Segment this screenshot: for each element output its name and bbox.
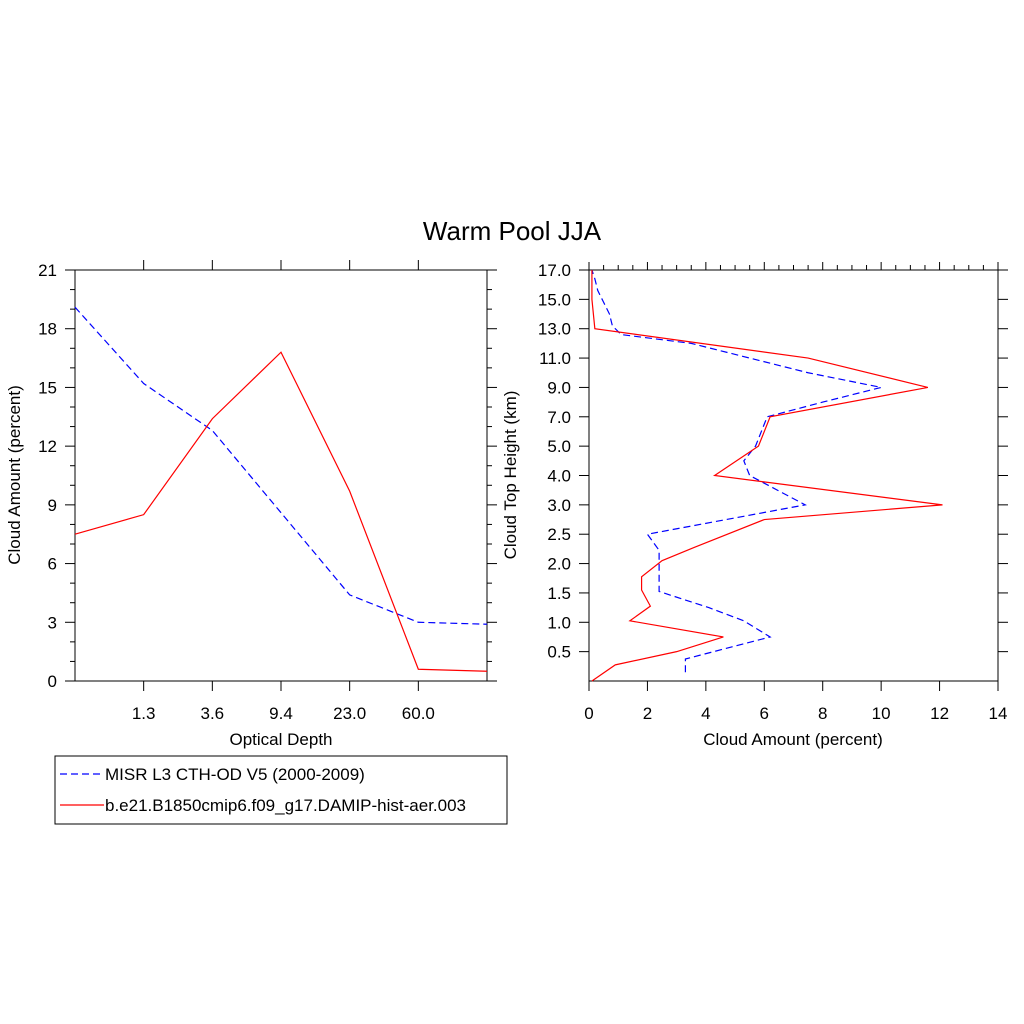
right-y-tick-label: 1.0	[547, 613, 571, 632]
right-y-tick-label: 2.0	[547, 555, 571, 574]
right-x-tick-label: 0	[584, 704, 593, 723]
right-series-model-line	[591, 270, 943, 682]
right-x-tick-label: 10	[872, 704, 891, 723]
right-y-tick-label: 9.0	[547, 378, 571, 397]
left-chart: 0 3 6 9 12 15 18 21 1.3 3.6 9.4 23.0 60.0 Optical De…	[5, 260, 497, 749]
left-x-tick-label: 23.0	[333, 704, 366, 723]
right-y-tick-label: 0.5	[547, 643, 571, 662]
legend: MISR L3 CTH-OD V5 (2000-2009) b.e21.B185…	[54, 755, 508, 825]
right-y-tick-label: 11.0	[539, 349, 571, 368]
left-x-tick-label: 60.0	[402, 704, 435, 723]
right-y-tick-label: 3.0	[547, 496, 571, 515]
right-y-tick-label: 7.0	[547, 408, 571, 427]
right-series-misr-line	[591, 269, 882, 673]
left-x-axis-label: Optical Depth	[230, 730, 333, 749]
left-y-tick-label: 15	[38, 378, 57, 397]
left-y-tick-label: 9	[48, 496, 57, 515]
left-y-tick-label: 21	[38, 261, 57, 280]
left-y-tick-label: 18	[38, 320, 57, 339]
left-y-axis-label: Cloud Amount (percent)	[5, 385, 24, 565]
right-x-tick-label: 12	[930, 704, 949, 723]
right-y-tick-label: 2.5	[547, 525, 571, 544]
right-x-tick-label: 4	[701, 704, 710, 723]
right-x-tick-label: 6	[760, 704, 769, 723]
left-y-tick-label: 3	[48, 613, 57, 632]
right-y-tick-label: 13.0	[538, 320, 571, 339]
left-plot-frame	[74, 269, 488, 682]
left-series-model-line	[74, 351, 488, 672]
right-y-tick-label: 17.0	[538, 261, 571, 280]
right-x-axis-label: Cloud Amount (percent)	[703, 730, 883, 749]
legend-box	[54, 755, 508, 825]
right-y-tick-label: 4.0	[547, 467, 571, 486]
left-series-misr-line	[74, 306, 488, 625]
right-y-tick-label: 5.0	[547, 437, 571, 456]
left-x-tick-label: 3.6	[201, 704, 225, 723]
right-y-tick-label: 1.5	[547, 584, 571, 603]
left-y-tick-label: 6	[48, 555, 57, 574]
right-y-axis-label: Cloud Top Height (km)	[501, 391, 520, 560]
right-x-tick-label: 2	[643, 704, 652, 723]
right-y-tick-label: 15.0	[538, 290, 571, 309]
figure-title: Warm Pool JJA	[423, 216, 602, 246]
left-y-tick-label: 0	[48, 672, 57, 691]
legend-label-misr: MISR L3 CTH-OD V5 (2000-2009)	[105, 765, 365, 784]
legend-label-model: b.e21.B1850cmip6.f09_g17.DAMIP-hist-aer.…	[105, 796, 466, 815]
left-x-tick-label: 1.3	[132, 704, 156, 723]
right-chart: 0 2 4 6 8 10 12 14 0.5 1.0 1.5 2.0 2.5 3.0 4.0 5.0 7.0 9.…	[501, 261, 1008, 749]
left-y-tick-label: 12	[38, 437, 57, 456]
right-x-tick-label: 8	[818, 704, 827, 723]
right-x-tick-label: 14	[989, 704, 1008, 723]
right-plot-frame	[588, 269, 999, 682]
left-x-tick-label: 9.4	[269, 704, 293, 723]
